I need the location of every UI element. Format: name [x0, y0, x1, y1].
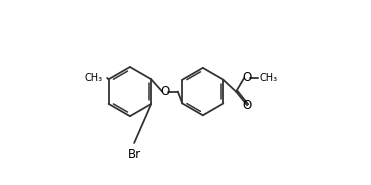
Text: O: O — [243, 71, 252, 84]
Text: CH₃: CH₃ — [85, 73, 103, 83]
Text: CH₃: CH₃ — [259, 73, 277, 83]
Text: O: O — [243, 99, 252, 112]
Text: O: O — [161, 85, 170, 98]
Text: Br: Br — [128, 147, 141, 161]
